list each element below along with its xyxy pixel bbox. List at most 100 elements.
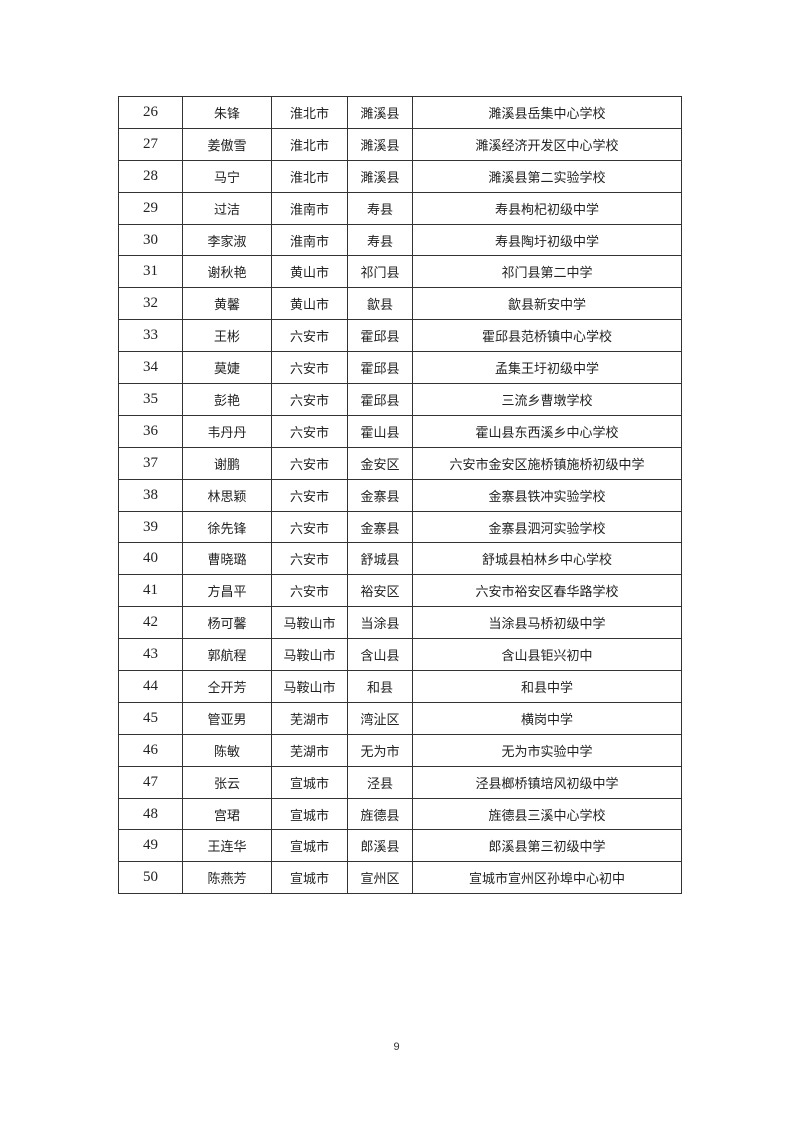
index-cell: 28 — [118, 159, 183, 193]
table-row: 27 姜傲雪 淮北市 濉溪县 濉溪经济开发区中心学校 — [118, 127, 682, 161]
index-cell: 29 — [118, 191, 183, 225]
table-row: 36 韦丹丹 六安市 霍山县 霍山县东西溪乡中心学校 — [118, 414, 682, 448]
county-cell: 湾沚区 — [347, 701, 413, 735]
teacher-list-table: 26 朱锋 淮北市 濉溪县 濉溪县岳集中心学校 27 姜傲雪 淮北市 濉溪县 濉溪经济开发区中心学… — [118, 96, 682, 895]
table-row: 34 莫婕 六安市 霍邱县 孟集王圩初级中学 — [118, 351, 682, 385]
name-cell: 谢秋艳 — [182, 255, 272, 289]
school-cell: 郎溪县第三初级中学 — [412, 829, 682, 863]
city-cell: 六安市 — [271, 414, 348, 448]
city-cell: 淮南市 — [271, 223, 348, 257]
county-cell: 濉溪县 — [347, 96, 413, 129]
index-cell: 31 — [118, 255, 183, 289]
school-cell: 寿县陶圩初级中学 — [412, 223, 682, 257]
city-cell: 六安市 — [271, 478, 348, 512]
school-cell: 金寨县泗河实验学校 — [412, 510, 682, 544]
school-cell: 含山县钜兴初中 — [412, 638, 682, 672]
county-cell: 寿县 — [347, 191, 413, 225]
name-cell: 方昌平 — [182, 574, 272, 608]
index-cell: 41 — [118, 574, 183, 608]
school-cell: 旌德县三溪中心学校 — [412, 797, 682, 831]
county-cell: 郎溪县 — [347, 829, 413, 863]
name-cell: 姜傲雪 — [182, 127, 272, 161]
city-cell: 马鞍山市 — [271, 638, 348, 672]
index-cell: 42 — [118, 606, 183, 640]
index-cell: 37 — [118, 446, 183, 480]
name-cell: 王彬 — [182, 319, 272, 353]
city-cell: 淮北市 — [271, 159, 348, 193]
county-cell: 裕安区 — [347, 574, 413, 608]
table-row: 32 黄馨 黄山市 歙县 歙县新安中学 — [118, 287, 682, 321]
table-row: 33 王彬 六安市 霍邱县 霍邱县范桥镇中心学校 — [118, 319, 682, 353]
city-cell: 黄山市 — [271, 255, 348, 289]
name-cell: 黄馨 — [182, 287, 272, 321]
city-cell: 芜湖市 — [271, 733, 348, 767]
table-row: 38 林思颖 六安市 金寨县 金寨县铁冲实验学校 — [118, 478, 682, 512]
table-row: 40 曹晓璐 六安市 舒城县 舒城县柏林乡中心学校 — [118, 542, 682, 576]
school-cell: 祁门县第二中学 — [412, 255, 682, 289]
county-cell: 泾县 — [347, 765, 413, 799]
county-cell: 舒城县 — [347, 542, 413, 576]
school-cell: 歙县新安中学 — [412, 287, 682, 321]
table-row: 49 王连华 宣城市 郎溪县 郎溪县第三初级中学 — [118, 829, 682, 863]
school-cell: 孟集王圩初级中学 — [412, 351, 682, 385]
index-cell: 48 — [118, 797, 183, 831]
name-cell: 彭艳 — [182, 383, 272, 416]
county-cell: 和县 — [347, 670, 413, 703]
table-row: 50 陈燕芳 宣城市 宣州区 宣城市宣州区孙埠中心初中 — [118, 861, 682, 895]
city-cell: 宣城市 — [271, 797, 348, 831]
city-cell: 六安市 — [271, 510, 348, 544]
county-cell: 含山县 — [347, 638, 413, 672]
index-cell: 38 — [118, 478, 183, 512]
name-cell: 马宁 — [182, 159, 272, 193]
index-cell: 26 — [118, 96, 183, 129]
school-cell: 宣城市宣州区孙埠中心初中 — [412, 861, 682, 895]
county-cell: 当涂县 — [347, 606, 413, 640]
index-cell: 50 — [118, 861, 183, 895]
name-cell: 杨可馨 — [182, 606, 272, 640]
table-row: 26 朱锋 淮北市 濉溪县 濉溪县岳集中心学校 — [118, 96, 682, 129]
table-row: 47 张云 宣城市 泾县 泾县榔桥镇培风初级中学 — [118, 765, 682, 799]
city-cell: 六安市 — [271, 319, 348, 353]
county-cell: 寿县 — [347, 223, 413, 257]
name-cell: 郭航程 — [182, 638, 272, 672]
county-cell: 霍山县 — [347, 414, 413, 448]
name-cell: 宫珺 — [182, 797, 272, 831]
index-cell: 34 — [118, 351, 183, 385]
index-cell: 36 — [118, 414, 183, 448]
county-cell: 歙县 — [347, 287, 413, 321]
name-cell: 管亚男 — [182, 701, 272, 735]
table-row: 48 宫珺 宣城市 旌德县 旌德县三溪中心学校 — [118, 797, 682, 831]
city-cell: 淮北市 — [271, 96, 348, 129]
school-cell: 无为市实验中学 — [412, 733, 682, 767]
school-cell: 寿县枸杞初级中学 — [412, 191, 682, 225]
school-cell: 舒城县柏林乡中心学校 — [412, 542, 682, 576]
school-cell: 霍邱县范桥镇中心学校 — [412, 319, 682, 353]
city-cell: 淮南市 — [271, 191, 348, 225]
index-cell: 33 — [118, 319, 183, 353]
table-row: 28 马宁 淮北市 濉溪县 濉溪县第二实验学校 — [118, 159, 682, 193]
school-cell: 当涂县马桥初级中学 — [412, 606, 682, 640]
table-row: 46 陈敏 芜湖市 无为市 无为市实验中学 — [118, 733, 682, 767]
name-cell: 陈敏 — [182, 733, 272, 767]
school-cell: 金寨县铁冲实验学校 — [412, 478, 682, 512]
city-cell: 马鞍山市 — [271, 670, 348, 703]
index-cell: 44 — [118, 670, 183, 703]
name-cell: 陈燕芳 — [182, 861, 272, 895]
city-cell: 六安市 — [271, 351, 348, 385]
index-cell: 49 — [118, 829, 183, 863]
school-cell: 濉溪县第二实验学校 — [412, 159, 682, 193]
name-cell: 莫婕 — [182, 351, 272, 385]
school-cell: 六安市金安区施桥镇施桥初级中学 — [412, 446, 682, 480]
city-cell: 宣城市 — [271, 765, 348, 799]
city-cell: 六安市 — [271, 446, 348, 480]
table-body: 26 朱锋 淮北市 濉溪县 濉溪县岳集中心学校 27 姜傲雪 淮北市 濉溪县 濉溪经济开发区中心学… — [118, 96, 682, 895]
name-cell: 林思颖 — [182, 478, 272, 512]
index-cell: 30 — [118, 223, 183, 257]
index-cell: 47 — [118, 765, 183, 799]
table-row: 35 彭艳 六安市 霍邱县 三流乡曹墩学校 — [118, 383, 682, 416]
city-cell: 黄山市 — [271, 287, 348, 321]
name-cell: 徐先锋 — [182, 510, 272, 544]
index-cell: 27 — [118, 127, 183, 161]
county-cell: 金寨县 — [347, 478, 413, 512]
table-row: 30 李家淑 淮南市 寿县 寿县陶圩初级中学 — [118, 223, 682, 257]
